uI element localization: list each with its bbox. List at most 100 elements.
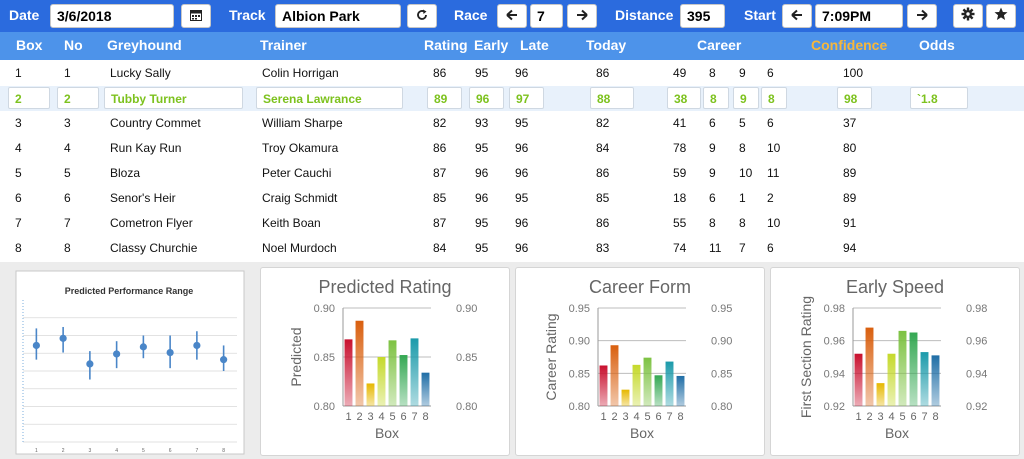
cell-no: 6 <box>64 191 71 205</box>
y-tick-label-left: 0.94 <box>824 368 845 380</box>
cell-confidence: 98 <box>844 92 858 106</box>
range-point <box>59 334 67 342</box>
col-confidence[interactable]: Confidence <box>811 37 888 53</box>
odds-input[interactable]: `1.8 <box>910 87 968 109</box>
table-header: Box No Greyhound Trainer Rating Early La… <box>0 32 1024 60</box>
cell-career-wins: 9 <box>709 166 716 180</box>
y-tick-label-right: 0.80 <box>456 401 477 413</box>
race-input[interactable]: 7 <box>530 4 563 28</box>
cell-career-wins-field: 8 <box>703 87 729 109</box>
calendar-icon[interactable] <box>181 4 211 28</box>
col-greyhound[interactable]: Greyhound <box>107 37 182 53</box>
bar <box>643 357 652 406</box>
cell-career-thirds: 11 <box>767 166 780 180</box>
cell-late: 95 <box>515 191 529 205</box>
col-trainer[interactable]: Trainer <box>260 37 307 53</box>
cell-career-starts: 49 <box>673 66 687 80</box>
table-row[interactable]: 6 6 Senor's Heir Craig Schmidt 85 96 95 … <box>0 186 1024 211</box>
cell-rating-field: 89 <box>427 87 462 109</box>
cell-career-seconds-field: 9 <box>733 87 759 109</box>
race-next-arrow-icon[interactable] <box>567 4 597 28</box>
cell-rating: 85 <box>433 191 447 205</box>
refresh-icon[interactable] <box>407 4 437 28</box>
x-tick-label: 4 <box>378 411 384 423</box>
cell-late: 96 <box>515 216 529 230</box>
bar <box>909 332 918 406</box>
col-early[interactable]: Early <box>474 37 509 53</box>
y-tick-label-right: 0.96 <box>966 336 987 348</box>
cell-odds: `1.8 <box>917 92 938 106</box>
cell-career-thirds-field: 8 <box>761 87 787 109</box>
col-box[interactable]: Box <box>16 37 43 53</box>
x-tick-label: 2 <box>62 448 65 454</box>
range-point <box>113 350 121 358</box>
table-row[interactable]: 3 3 Country Commet William Sharpe 82 93 … <box>0 111 1024 136</box>
bar <box>610 345 619 406</box>
table-row[interactable]: 8 8 Classy Churchie Noel Murdoch 84 95 9… <box>0 236 1024 261</box>
date-input[interactable]: 3/6/2018 <box>50 4 174 28</box>
x-tick-label: 5 <box>142 448 145 454</box>
x-tick-label: 8 <box>222 448 225 454</box>
gear-icon[interactable] <box>953 4 983 28</box>
race-prev-arrow-icon[interactable] <box>497 4 527 28</box>
cell-career-thirds: 6 <box>767 66 774 80</box>
cell-box: 2 <box>15 92 22 106</box>
cell-career-thirds: 8 <box>768 92 775 106</box>
x-tick-label: 8 <box>422 411 428 423</box>
cell-early: 95 <box>475 66 489 80</box>
x-tick-label: 3 <box>367 411 373 423</box>
cell-early: 95 <box>475 216 489 230</box>
y-tick-label-right: 0.92 <box>966 401 987 413</box>
x-axis-title: Box <box>375 425 399 441</box>
table-row[interactable]: 4 4 Run Kay Run Troy Okamura 86 95 96 84… <box>0 136 1024 161</box>
table-row[interactable]: 5 5 Bloza Peter Cauchi 87 96 96 86 59 9 … <box>0 161 1024 186</box>
cell-greyhound: Run Kay Run <box>110 141 182 155</box>
col-rating[interactable]: Rating <box>424 37 468 53</box>
x-tick-label: 3 <box>88 448 91 454</box>
start-next-arrow-icon[interactable] <box>907 4 937 28</box>
x-tick-label: 3 <box>622 411 628 423</box>
career-form-card: Career Form 0.95 0.95 0.90 0.90 0.85 0.85 0.80… <box>515 267 765 456</box>
col-career[interactable]: Career <box>697 37 742 53</box>
cell-today: 83 <box>596 241 610 255</box>
x-tick-label: 8 <box>932 411 938 423</box>
cell-trainer-field: Serena Lawrance <box>256 87 403 109</box>
x-tick-label: 2 <box>866 411 872 423</box>
cell-box: 1 <box>15 66 22 80</box>
cell-greyhound: Classy Churchie <box>110 241 198 255</box>
x-tick-label: 1 <box>600 411 606 423</box>
cell-confidence: 89 <box>843 191 857 205</box>
range-point <box>166 348 174 357</box>
start-time-input[interactable]: 7:09PM <box>815 4 903 28</box>
start-prev-arrow-icon[interactable] <box>782 4 812 28</box>
star-icon[interactable] <box>986 4 1016 28</box>
col-odds[interactable]: Odds <box>919 37 955 53</box>
x-tick-label: 3 <box>877 411 883 423</box>
col-no[interactable]: No <box>64 37 83 53</box>
cell-career-thirds: 6 <box>767 116 774 130</box>
bar <box>377 357 386 406</box>
table-row-selected[interactable]: 2 2 Tubby Turner Serena Lawrance 89 96 9… <box>0 86 1024 111</box>
y-tick-label-left: 0.96 <box>824 336 845 348</box>
track-input[interactable]: Albion Park <box>275 4 401 28</box>
bar <box>399 355 408 406</box>
cell-no: 7 <box>64 216 71 230</box>
range-point <box>220 356 228 364</box>
cell-no-field: 2 <box>57 87 99 109</box>
bar <box>632 364 641 406</box>
y-tick-label-right: 0.95 <box>711 303 732 315</box>
y-axis-title: First Section Rating <box>798 296 814 418</box>
distance-label: Distance <box>615 7 674 23</box>
cell-box: 7 <box>15 216 22 230</box>
table-row[interactable]: 1 1 Lucky Sally Colin Horrigan 86 95 96 … <box>0 61 1024 86</box>
cell-no: 5 <box>64 166 71 180</box>
col-late[interactable]: Late <box>520 37 549 53</box>
x-tick-label: 6 <box>910 411 916 423</box>
cell-career-seconds: 8 <box>739 141 746 155</box>
distance-input[interactable]: 395 <box>680 4 725 28</box>
col-today[interactable]: Today <box>586 37 627 53</box>
early-speed-chart: 0.98 0.98 0.96 0.96 0.94 0.94 0.92 0.92 1 2 3 4 5 6 7 8… <box>798 296 987 441</box>
table-row[interactable]: 7 7 Cometron Flyer Keith Boan 87 95 96 8… <box>0 211 1024 236</box>
cell-career-wins: 6 <box>709 191 716 205</box>
cell-late: 97 <box>516 92 530 106</box>
